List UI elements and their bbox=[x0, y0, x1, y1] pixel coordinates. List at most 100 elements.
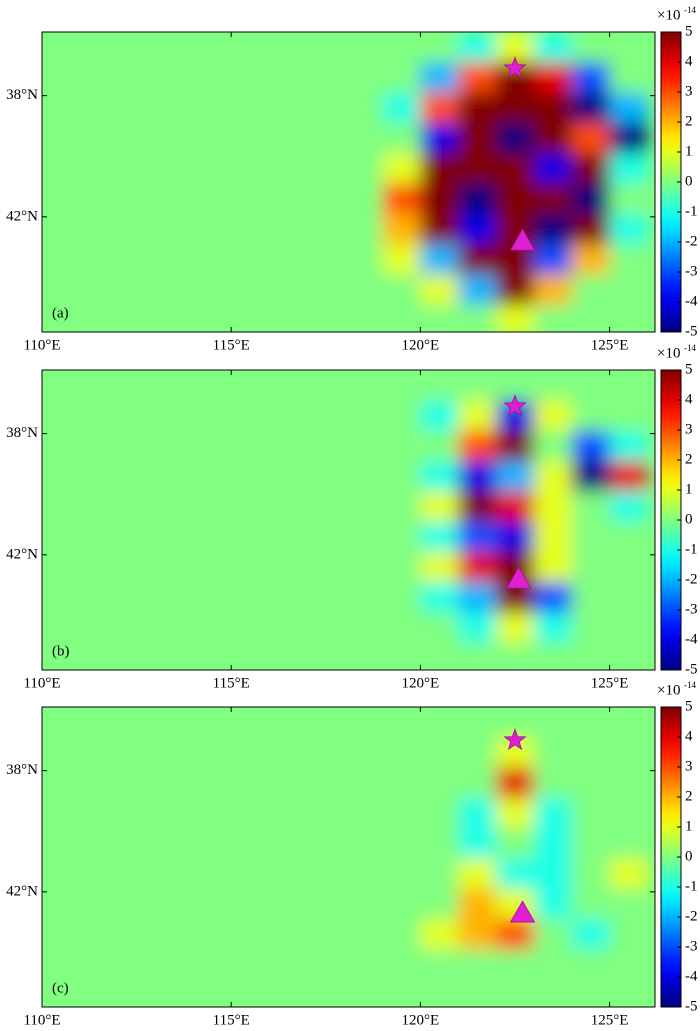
cell bbox=[193, 797, 232, 829]
cell bbox=[571, 919, 611, 950]
colorbar-tick-label: 4 bbox=[685, 391, 693, 407]
cell bbox=[231, 62, 270, 94]
cell bbox=[382, 767, 421, 799]
cell bbox=[117, 92, 157, 124]
cell bbox=[344, 62, 384, 94]
cell bbox=[231, 551, 270, 583]
colorbar-tick-label: 1 bbox=[685, 143, 693, 159]
colorbar-tick-label: 5 bbox=[685, 361, 693, 377]
cell bbox=[571, 767, 611, 799]
cell bbox=[458, 244, 497, 275]
cell bbox=[79, 612, 119, 644]
cell bbox=[193, 32, 232, 63]
cell bbox=[306, 551, 346, 583]
cell bbox=[533, 491, 573, 523]
plot-frame bbox=[41, 369, 656, 671]
cell bbox=[420, 979, 459, 1007]
cell bbox=[306, 274, 346, 306]
cell bbox=[344, 430, 384, 462]
cell bbox=[571, 213, 611, 245]
cell bbox=[117, 274, 157, 306]
cell bbox=[193, 92, 232, 124]
cell bbox=[117, 767, 157, 799]
x-tick-label: 115°E bbox=[213, 337, 250, 353]
cell bbox=[533, 32, 573, 63]
cell bbox=[571, 828, 611, 860]
cell bbox=[155, 92, 194, 124]
cell bbox=[458, 551, 497, 583]
x-tick-label: 120°E bbox=[402, 1012, 440, 1028]
y-tick-label: 38°N bbox=[6, 425, 38, 441]
cell bbox=[344, 122, 384, 154]
cell bbox=[533, 767, 573, 799]
cell bbox=[382, 183, 421, 215]
cell bbox=[420, 582, 459, 613]
cell bbox=[609, 183, 648, 215]
colorbar-tick-label: 2 bbox=[685, 451, 693, 467]
cell bbox=[382, 888, 421, 920]
cell bbox=[269, 62, 308, 94]
cell bbox=[496, 304, 535, 332]
x-tick-label: 125°E bbox=[591, 1012, 629, 1028]
x-tick-label: 120°E bbox=[402, 675, 440, 691]
cell bbox=[496, 797, 535, 829]
cell bbox=[79, 153, 119, 185]
cell bbox=[382, 828, 421, 860]
cell bbox=[458, 797, 497, 829]
cell bbox=[117, 370, 157, 401]
cell bbox=[571, 521, 611, 553]
cell bbox=[496, 642, 535, 670]
colorbar-tick-label: -4 bbox=[685, 631, 698, 647]
cell bbox=[458, 32, 497, 63]
cell bbox=[306, 767, 346, 799]
cell bbox=[42, 62, 81, 94]
cell bbox=[306, 370, 346, 401]
cell bbox=[458, 949, 497, 981]
cell bbox=[609, 797, 648, 829]
cell bbox=[496, 92, 535, 124]
cell bbox=[609, 274, 648, 306]
cell bbox=[79, 213, 119, 245]
cell bbox=[269, 521, 308, 553]
colorbar-tick-label: -1 bbox=[685, 203, 698, 219]
cell bbox=[42, 737, 81, 769]
cell bbox=[231, 122, 270, 154]
cell bbox=[496, 979, 535, 1007]
cell bbox=[269, 153, 308, 185]
cell bbox=[231, 521, 270, 553]
cell bbox=[42, 370, 81, 401]
x-tick-label: 125°E bbox=[591, 337, 629, 353]
cell bbox=[533, 828, 573, 860]
cell bbox=[533, 521, 573, 553]
cell bbox=[269, 274, 308, 306]
cell bbox=[155, 274, 194, 306]
cell bbox=[269, 828, 308, 860]
cell bbox=[609, 642, 648, 670]
cell bbox=[79, 797, 119, 829]
cell bbox=[269, 707, 308, 738]
cell bbox=[42, 551, 81, 583]
cell bbox=[571, 244, 611, 275]
cell bbox=[79, 707, 119, 738]
cell bbox=[571, 707, 611, 738]
cell bbox=[79, 370, 119, 401]
cell bbox=[193, 737, 232, 769]
marker-triangle bbox=[506, 566, 532, 589]
cell bbox=[231, 707, 270, 738]
cell bbox=[117, 612, 157, 644]
cell bbox=[420, 737, 459, 769]
cell bbox=[306, 707, 346, 738]
cell bbox=[344, 737, 384, 769]
cell bbox=[155, 612, 194, 644]
cell bbox=[193, 707, 232, 738]
colorbar-tick-label: 1 bbox=[685, 481, 693, 497]
cell bbox=[231, 888, 270, 920]
cell bbox=[155, 642, 194, 670]
cell bbox=[458, 304, 497, 332]
cell bbox=[571, 153, 611, 185]
colorbar-tick-label: 5 bbox=[685, 23, 693, 39]
cell bbox=[193, 828, 232, 860]
cell bbox=[117, 979, 157, 1007]
cell bbox=[458, 707, 497, 738]
cell bbox=[155, 979, 194, 1007]
